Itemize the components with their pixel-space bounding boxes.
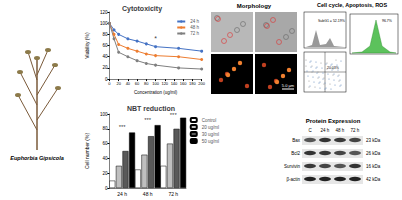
svg-text:100: 100	[100, 112, 108, 117]
svg-text:20: 20	[102, 65, 108, 70]
svg-text:0: 0	[104, 76, 108, 82]
svg-text:50 ug/ml: 50 ug/ml	[202, 139, 219, 144]
svg-text:80: 80	[144, 81, 149, 86]
svg-text:40: 40	[126, 81, 131, 86]
svg-text:120: 120	[100, 10, 108, 15]
svg-text:72 h: 72 h	[168, 191, 178, 197]
svg-text:100: 100	[100, 21, 108, 26]
svg-text:140: 140	[171, 81, 178, 86]
svg-text:Viability (%): Viability (%)	[84, 32, 90, 59]
svg-text:Protein Expression: Protein Expression	[306, 118, 361, 124]
svg-text:16 kDa: 16 kDa	[366, 164, 381, 169]
svg-text:20.03%: 20.03%	[327, 66, 339, 70]
svg-text:Bcl2: Bcl2	[291, 151, 300, 156]
svg-text:24 h: 24 h	[117, 191, 127, 197]
svg-text:80: 80	[102, 32, 108, 37]
svg-text:Bax: Bax	[292, 138, 301, 143]
svg-text:0: 0	[105, 186, 108, 191]
svg-text:40: 40	[102, 156, 108, 161]
svg-text:180: 180	[189, 81, 196, 86]
svg-text:200: 200	[198, 81, 205, 86]
svg-text:48 h: 48 h	[143, 191, 153, 197]
svg-text:20 ug/ml: 20 ug/ml	[202, 125, 219, 130]
svg-text:C: C	[308, 128, 312, 133]
svg-text:β-actin: β-actin	[286, 177, 300, 182]
svg-text:*: *	[154, 35, 157, 42]
svg-text:Euphorbia Gipsicola: Euphorbia Gipsicola	[10, 155, 63, 161]
svg-text:Concentration (ug/ml): Concentration (ug/ml)	[134, 90, 178, 95]
svg-text:80: 80	[102, 126, 108, 131]
svg-text:Cell cycle, Apoptosis, ROS: Cell cycle, Apoptosis, ROS	[317, 2, 387, 8]
svg-text:23 kDa: 23 kDa	[366, 138, 381, 143]
svg-text:48 h: 48 h	[336, 128, 345, 133]
svg-text:72 h: 72 h	[351, 128, 360, 133]
svg-text:Cytotoxicity: Cytotoxicity	[122, 5, 162, 13]
svg-text:***: ***	[119, 124, 127, 130]
svg-text:Morphology: Morphology	[237, 3, 272, 9]
svg-text:24 h: 24 h	[321, 128, 330, 133]
svg-text:96.7%: 96.7%	[382, 19, 392, 23]
svg-text:60: 60	[135, 81, 140, 86]
svg-text:5.0 µm: 5.0 µm	[282, 83, 295, 88]
svg-text:20: 20	[116, 81, 121, 86]
svg-text:***: ***	[144, 117, 152, 123]
svg-text:48 h: 48 h	[190, 25, 199, 30]
svg-text:30 ug/ml: 30 ug/ml	[202, 132, 219, 137]
svg-text:SubG1 = 52.19%: SubG1 = 52.19%	[318, 19, 345, 23]
svg-text:120: 120	[161, 81, 168, 86]
svg-text:Survivin: Survivin	[284, 164, 301, 169]
svg-text:***: ***	[170, 112, 178, 118]
svg-text:72 h: 72 h	[190, 31, 199, 36]
svg-text:NBT reduction: NBT reduction	[127, 105, 175, 112]
svg-text:24 h: 24 h	[190, 19, 199, 24]
svg-text:60: 60	[102, 141, 108, 146]
svg-text:42 kDa: 42 kDa	[366, 177, 381, 182]
svg-text:0: 0	[108, 81, 111, 86]
svg-text:Control: Control	[202, 118, 217, 123]
svg-text:100: 100	[152, 81, 159, 86]
svg-text:40: 40	[102, 54, 108, 59]
svg-text:60: 60	[102, 43, 108, 48]
svg-text:20: 20	[102, 171, 108, 176]
svg-text:26 kDa: 26 kDa	[366, 151, 381, 156]
svg-text:Cell number (%): Cell number (%)	[84, 133, 90, 169]
svg-text:160: 160	[180, 81, 187, 86]
